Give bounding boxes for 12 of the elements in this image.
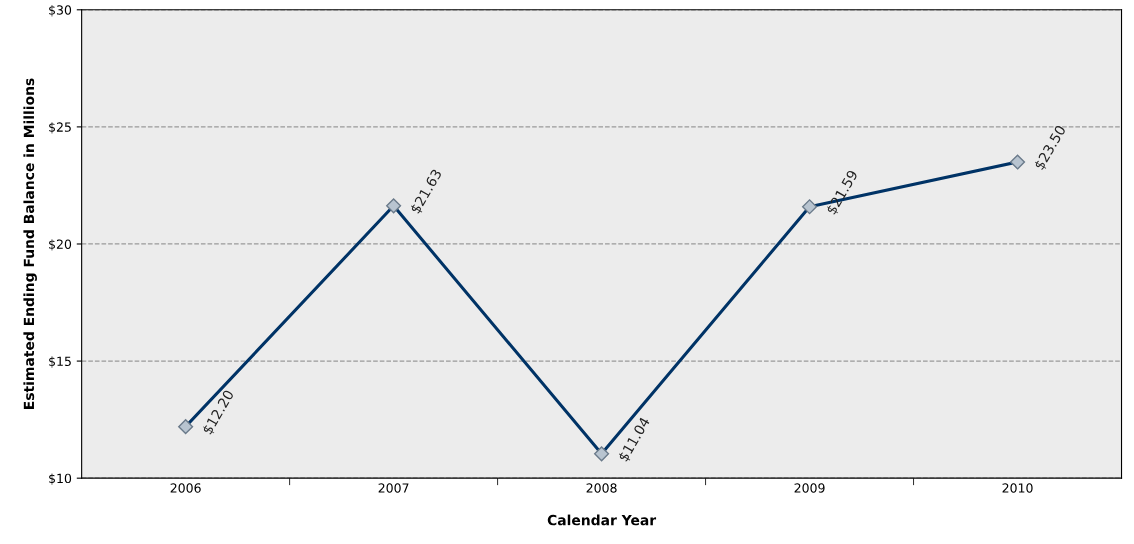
y-axis-title: Estimated Ending Fund Balance in Millions (23, 78, 37, 409)
y-tick-label: $10 (49, 473, 72, 485)
x-tick-label: 2008 (586, 483, 617, 493)
y-tick-label: $15 (49, 356, 71, 368)
x-tick-label: 2010 (1002, 483, 1033, 493)
x-tick-label: 2009 (794, 483, 825, 493)
y-tick-label: $20 (49, 239, 72, 251)
x-axis-title: Calendar Year (547, 514, 657, 526)
y-tick-label: $25 (49, 122, 71, 134)
x-tick-label: 2007 (378, 483, 409, 493)
x-tick-label: 2006 (170, 483, 201, 493)
y-tick-label: $30 (49, 5, 72, 17)
